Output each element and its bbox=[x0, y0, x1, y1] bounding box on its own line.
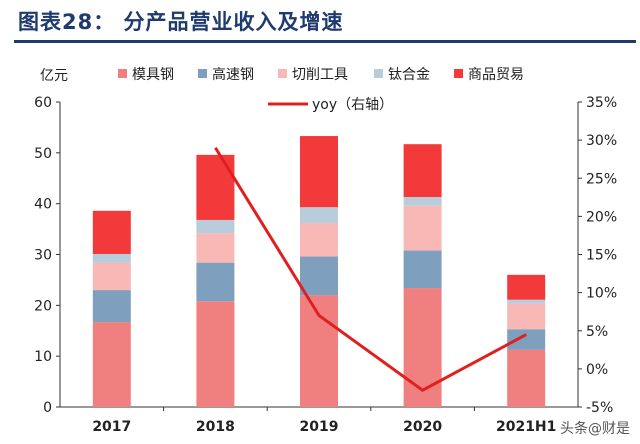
legend-label: 切削工具 bbox=[292, 67, 348, 83]
y2-tick-label: 35% bbox=[586, 95, 617, 111]
y-axis-unit: 亿元 bbox=[40, 68, 68, 84]
legend-label: 高速钢 bbox=[212, 66, 254, 83]
legend-label: yoy（右轴） bbox=[312, 97, 393, 113]
bar-segment bbox=[92, 290, 131, 323]
bar-segment bbox=[92, 262, 131, 291]
bar-segment bbox=[403, 250, 442, 289]
watermark: 头条@财是 bbox=[560, 421, 630, 437]
figure-title: 图表28： 分产品营业收入及增速 bbox=[18, 10, 344, 34]
bar-segment bbox=[403, 197, 442, 206]
y-tick-label: 40 bbox=[34, 197, 52, 213]
bar-segment bbox=[92, 253, 131, 263]
bar-segment bbox=[300, 256, 338, 296]
bar-segment bbox=[196, 262, 235, 302]
y2-tick-label: 15% bbox=[586, 248, 617, 264]
bar-segment bbox=[196, 301, 235, 407]
legend-label: 钛合金 bbox=[388, 67, 430, 83]
y2-tick-label: 10% bbox=[586, 286, 617, 302]
legend-label: 商品贸易 bbox=[468, 67, 524, 83]
bar-segment bbox=[300, 295, 338, 407]
legend-swatch bbox=[374, 69, 383, 78]
y2-tick-label: 30% bbox=[586, 133, 617, 149]
legend-swatch bbox=[278, 69, 287, 78]
bar-segment bbox=[507, 299, 546, 304]
x-tick-label: 2019 bbox=[300, 419, 339, 435]
bar-segment bbox=[507, 303, 546, 330]
legend-label: 模具钢 bbox=[132, 67, 174, 83]
bar-segment bbox=[92, 210, 131, 254]
bar-segment bbox=[300, 136, 338, 208]
bar-segment bbox=[403, 205, 442, 251]
y-tick-label: 60 bbox=[34, 95, 52, 111]
bar-segment bbox=[403, 288, 442, 407]
y-tick-label: 30 bbox=[34, 248, 52, 264]
x-tick-label: 2020 bbox=[403, 419, 442, 435]
bar-segment bbox=[507, 349, 546, 407]
bar-segment bbox=[507, 329, 546, 350]
y-tick-label: 50 bbox=[34, 146, 52, 162]
legend-swatch bbox=[198, 69, 207, 78]
y2-tick-label: 25% bbox=[586, 171, 617, 187]
bar-segment bbox=[403, 144, 442, 198]
y-tick-label: 10 bbox=[34, 349, 52, 365]
bar-segment bbox=[196, 219, 235, 234]
bar-segment bbox=[507, 274, 546, 300]
y2-tick-label: 5% bbox=[586, 324, 608, 340]
y-tick-label: 20 bbox=[34, 298, 52, 314]
title-bar: 图表28： 分产品营业收入及增速 bbox=[0, 0, 640, 44]
y2-tick-label: -5% bbox=[586, 400, 613, 416]
y2-tick-label: 0% bbox=[586, 362, 608, 378]
legend-swatch bbox=[454, 69, 463, 78]
yoy-line bbox=[214, 146, 527, 392]
x-tick-label: 2017 bbox=[92, 419, 131, 435]
bar-segment bbox=[92, 322, 131, 407]
legend-swatch bbox=[118, 69, 127, 78]
x-tick-label: 2021H1 bbox=[496, 419, 556, 435]
title-divider bbox=[14, 40, 636, 43]
bar-segment bbox=[196, 154, 235, 220]
bar-segment bbox=[196, 233, 235, 263]
bar-segment bbox=[300, 207, 338, 223]
y-tick-label: 0 bbox=[43, 400, 52, 416]
y2-tick-label: 20% bbox=[586, 209, 617, 225]
bar-segment bbox=[300, 222, 338, 257]
x-tick-label: 2018 bbox=[196, 419, 235, 435]
